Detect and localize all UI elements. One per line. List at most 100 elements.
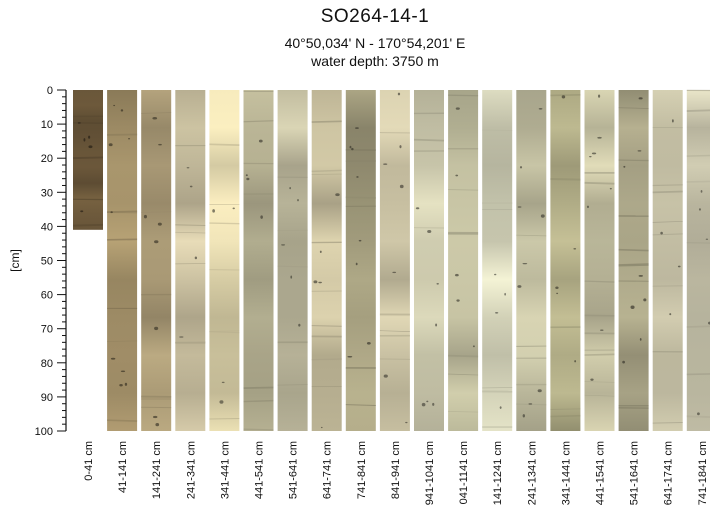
core-section-17 (618, 90, 649, 431)
speck (643, 298, 647, 302)
core-section-image (516, 90, 547, 431)
speck (88, 135, 91, 139)
speck (455, 107, 460, 110)
speck (349, 145, 352, 149)
core-section-image (73, 90, 103, 230)
lamina (448, 373, 479, 376)
section-label: 641-1741 cm (663, 441, 675, 505)
lamina (243, 428, 274, 431)
speck (590, 378, 594, 381)
speck (258, 139, 263, 143)
speck (555, 286, 559, 289)
speck (108, 143, 113, 147)
lamina (209, 331, 240, 334)
speck (472, 345, 475, 348)
speck (179, 336, 184, 338)
speck (574, 360, 577, 363)
speck (355, 262, 358, 266)
speck (432, 402, 435, 406)
tick-label: 20 (41, 153, 53, 165)
section-label: 641-741 cm (322, 441, 334, 499)
speck (697, 412, 700, 416)
core-section-image (141, 90, 172, 431)
core-section-13 (482, 90, 513, 431)
core-section-5 (209, 90, 240, 431)
lamina (141, 112, 172, 114)
speck (313, 280, 318, 284)
lamina (141, 211, 172, 213)
speck (77, 122, 81, 124)
lamina (686, 180, 710, 183)
speck (392, 271, 397, 274)
speck (598, 94, 601, 98)
speck (426, 400, 429, 403)
core-section-1 (72, 90, 104, 230)
core-section-8 (311, 90, 342, 431)
axis-label: [cm] (8, 249, 22, 272)
tick-label: 40 (41, 221, 53, 233)
speck (586, 205, 590, 209)
speck (399, 184, 404, 189)
tick-label: 60 (41, 290, 53, 302)
core-section-image (652, 90, 683, 431)
core-section-15 (550, 90, 581, 431)
speck (383, 163, 388, 165)
speck (397, 92, 401, 96)
speck (638, 97, 643, 100)
core-section-11 (413, 90, 445, 431)
lamina (243, 399, 274, 403)
speck (660, 231, 663, 235)
lamina (550, 414, 581, 418)
section-label: 241-341 cm (185, 441, 197, 499)
lamina (618, 248, 649, 252)
speck (335, 193, 340, 197)
lamina (652, 190, 683, 194)
speck (347, 356, 353, 358)
section-label: 441-1541 cm (595, 441, 607, 505)
section-label: 341-1441 cm (560, 441, 572, 505)
lamina (243, 386, 274, 390)
section-label: 341-441 cm (219, 441, 231, 499)
speck (154, 240, 159, 244)
speck (669, 313, 672, 316)
lamina (413, 90, 445, 92)
speck (517, 285, 522, 288)
speck (522, 414, 525, 418)
core-section-19 (686, 89, 710, 431)
lamina (618, 264, 649, 267)
coordinates-subtitle: 40°50,034' N - 170°54,201' E (284, 35, 466, 51)
speck (591, 152, 597, 155)
core-section-image (584, 90, 615, 431)
speck (186, 167, 190, 169)
core-section-image (243, 90, 274, 431)
speck (221, 381, 225, 384)
speck (318, 281, 322, 284)
speck (152, 415, 158, 419)
lamina (345, 196, 376, 199)
speck (435, 323, 438, 327)
core-section-image (345, 90, 376, 431)
speck (143, 214, 147, 219)
lamina (277, 383, 308, 386)
core-section-3 (141, 90, 172, 431)
lamina (448, 354, 479, 358)
speck (600, 329, 604, 331)
core-section-18 (652, 90, 683, 431)
speck (630, 305, 635, 309)
lamina (482, 386, 513, 389)
core-section-image (379, 90, 410, 431)
speck (573, 248, 577, 250)
lamina (209, 222, 240, 225)
core-section-image (209, 90, 240, 431)
lamina (686, 154, 710, 157)
tick-label: 50 (41, 256, 53, 268)
speck (405, 421, 408, 424)
section-labels: 0-41 cm 41-141 cm 141-241 cm 241-341 cm 341-… (83, 441, 709, 505)
speck (232, 207, 235, 210)
speck (383, 374, 388, 378)
speck (290, 275, 293, 279)
lamina (345, 404, 376, 407)
lamina (686, 109, 710, 112)
lamina (618, 159, 649, 162)
